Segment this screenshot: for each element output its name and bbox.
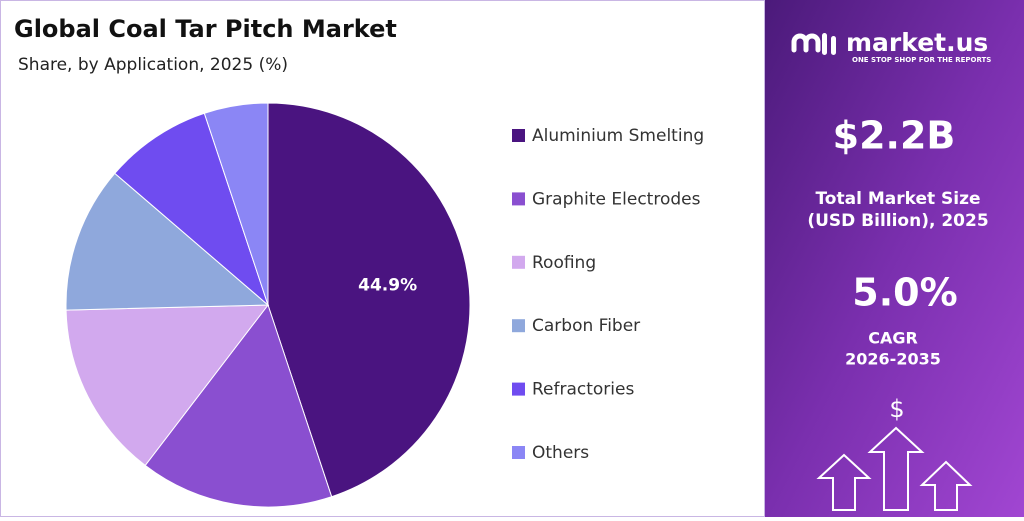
chart-title: Global Coal Tar Pitch Market	[14, 15, 397, 43]
pie-slice	[267, 102, 471, 498]
info-panel	[765, 0, 1024, 517]
brand: market.us	[846, 28, 988, 57]
cagr-label: CAGR	[868, 329, 918, 348]
market-size-label: Total Market Size	[815, 189, 980, 209]
dollar-icon: $	[889, 395, 904, 423]
chart-subtitle: Share, by Application, 2025 (%)	[18, 55, 288, 75]
market-size-label: (USD Billion), 2025	[807, 211, 988, 231]
tagline: ONE STOP SHOP FOR THE REPORTS	[852, 56, 991, 64]
pie-slice	[65, 304, 270, 467]
data-label: 44.9%	[358, 276, 417, 296]
legend-swatch	[512, 382, 525, 396]
pie-slice	[144, 303, 333, 508]
legend-swatch	[512, 446, 525, 459]
legend-label: Graphite Electrodes	[532, 189, 701, 209]
logo	[791, 33, 836, 55]
cagr: 5.0%	[852, 271, 957, 315]
legend-swatch	[512, 192, 525, 206]
market-size: $2.2B	[833, 114, 956, 158]
pie-slice	[114, 112, 270, 307]
cagr-label: 2026-2035	[845, 350, 941, 369]
legend-swatch	[512, 255, 525, 269]
legend-swatch	[512, 319, 525, 333]
pie-slice	[65, 172, 270, 311]
legend-label: Roofing	[532, 253, 596, 273]
legend-label: Others	[532, 443, 589, 463]
legend-swatch	[512, 129, 525, 142]
legend-label: Refractories	[532, 380, 634, 400]
legend-label: Aluminium Smelting	[532, 126, 704, 146]
pie-slice	[203, 102, 269, 306]
growth-arrows	[816, 426, 973, 511]
legend-label: Carbon Fiber	[532, 316, 640, 336]
